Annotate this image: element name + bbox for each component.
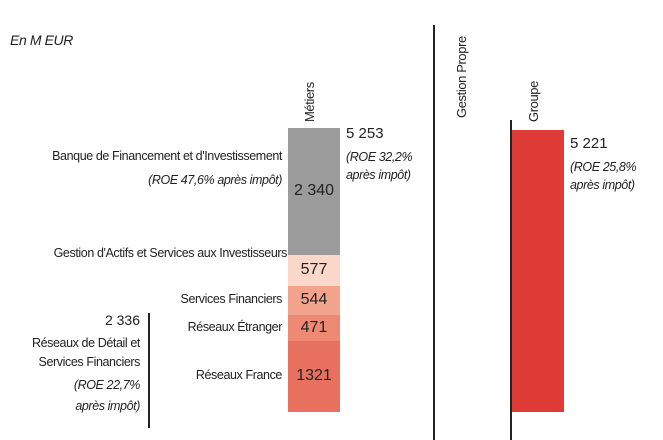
segment-value: 544 [300, 291, 328, 309]
total-value: 5 221 [570, 134, 608, 152]
column-header: Métiers [302, 82, 317, 122]
separator [433, 25, 435, 440]
bar-segment [288, 128, 340, 255]
bar-segment [288, 254, 340, 286]
segment-value: 1321 [296, 367, 332, 385]
bracket [148, 313, 150, 428]
group-name: Réseaux de Détail et Services Financiers [31, 336, 140, 369]
segment-note: (ROE 47,6% après impôt) [148, 173, 282, 188]
total-value: 5 253 [346, 125, 384, 142]
bar-segment [288, 285, 340, 316]
column-header: Groupe [526, 81, 541, 122]
group-note: (ROE 22,7% après impôt) [73, 378, 141, 413]
total-note: (ROE 25,8% après impôt) [570, 159, 637, 192]
segment-name: Banque de Financement et d'Investissemen… [52, 149, 282, 164]
segment-name: Gestion d'Actifs et Services aux Investi… [53, 246, 288, 261]
segment-value: 471 [300, 318, 328, 336]
segment-name: Services Financiers [180, 292, 283, 307]
bar-segment [288, 315, 340, 341]
segment-value: 2 340 [293, 182, 335, 200]
group-value: 2 336 [104, 312, 140, 328]
segment-name: Réseaux Étranger [187, 319, 283, 334]
unit-label: En M EUR [10, 32, 73, 48]
bar [512, 129, 564, 412]
total-note: (ROE 32,2% après impôt) [346, 150, 413, 182]
segment-name: Réseaux France [195, 368, 283, 383]
segment-value: 577 [300, 261, 328, 279]
separator [510, 120, 512, 440]
column-header: Gestion Propre [454, 36, 469, 118]
bar-segment [288, 340, 340, 412]
